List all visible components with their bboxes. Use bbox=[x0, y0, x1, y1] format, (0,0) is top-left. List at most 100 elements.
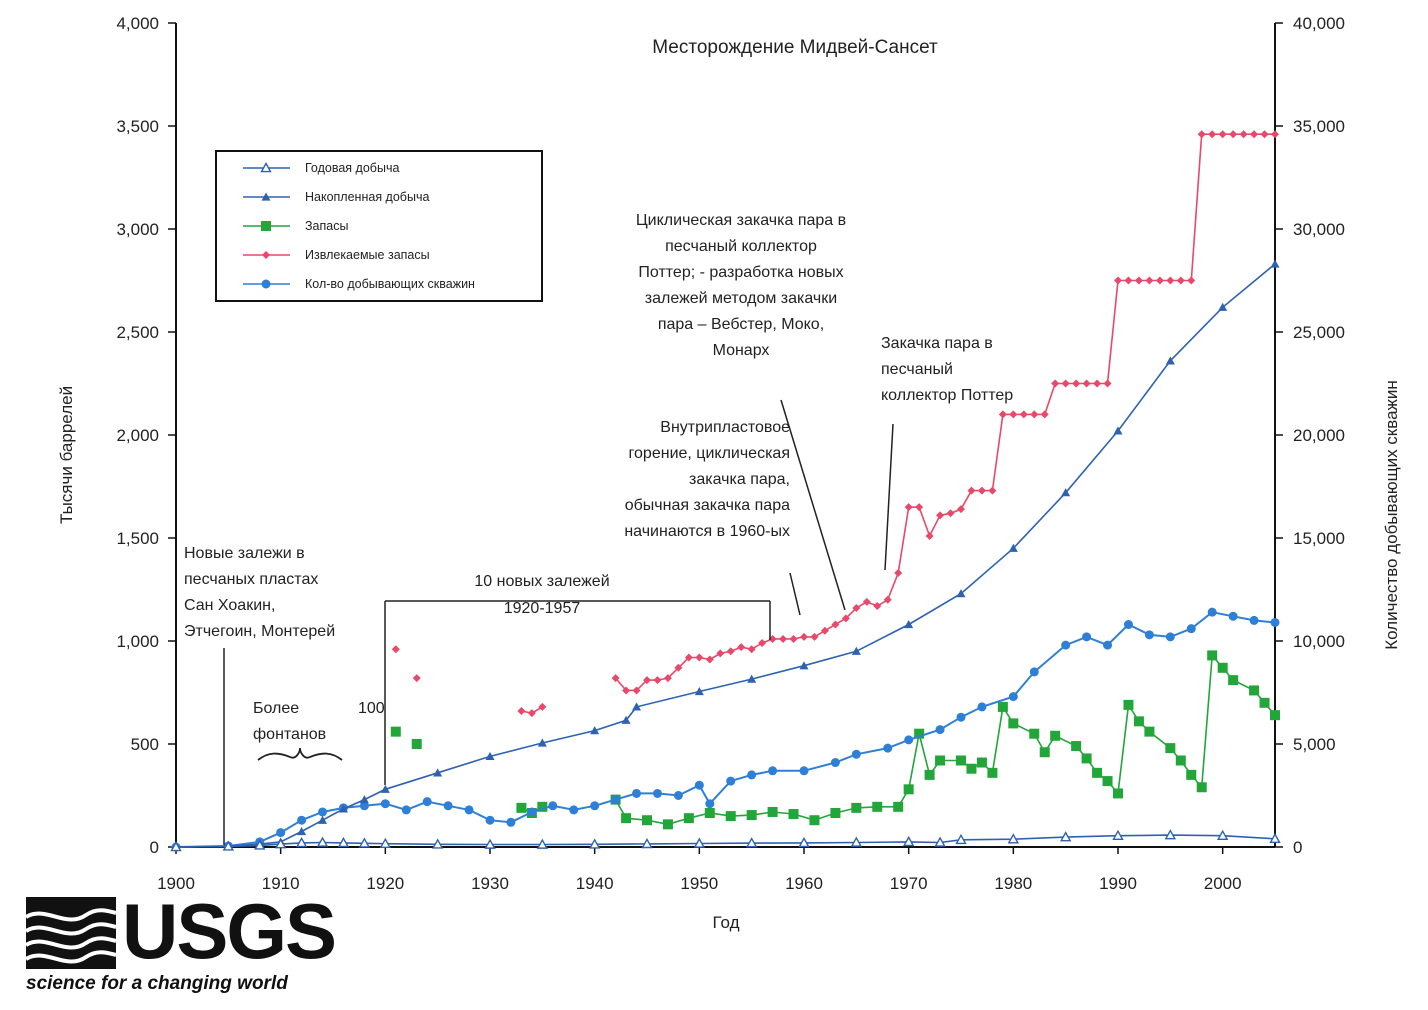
annotation-line: Внутрипластовое bbox=[660, 419, 790, 436]
data-point bbox=[464, 805, 474, 815]
data-point bbox=[1165, 356, 1175, 365]
annotation-line: закачка пара, bbox=[689, 471, 790, 488]
data-point bbox=[359, 801, 369, 811]
data-point bbox=[297, 815, 307, 825]
legend-swatch-marker bbox=[261, 192, 271, 201]
data-point bbox=[1124, 276, 1133, 285]
annotation-cyclic: Циклическая закачка пара в песчаный колле… bbox=[636, 212, 846, 359]
data-point bbox=[1249, 615, 1259, 625]
left-tick-label: 4,000 bbox=[116, 14, 159, 33]
data-point bbox=[390, 726, 401, 737]
data-point bbox=[1134, 276, 1143, 285]
left-tick-label: 2,000 bbox=[116, 426, 159, 445]
data-point bbox=[1164, 829, 1177, 840]
x-tick-label: 1900 bbox=[157, 874, 195, 893]
annotations: Новые залежи в песчаных пластах Сан Хоакин… bbox=[184, 212, 1013, 845]
annotation-new-deposits: Новые залежи в песчаных пластах Сан Хоакин… bbox=[184, 545, 335, 640]
annotation-line: песчаный bbox=[881, 361, 953, 378]
x-tick-label: 1940 bbox=[576, 874, 614, 893]
data-point bbox=[1217, 662, 1228, 673]
right-tick-label: 30,000 bbox=[1293, 220, 1345, 239]
data-point bbox=[851, 749, 861, 759]
x-tick-label: 1980 bbox=[994, 874, 1032, 893]
data-point bbox=[1145, 276, 1154, 285]
data-point bbox=[1175, 755, 1186, 766]
data-point bbox=[527, 709, 536, 718]
data-point bbox=[337, 836, 350, 848]
data-point bbox=[632, 686, 641, 695]
data-point bbox=[747, 674, 757, 683]
left-axis-title: Тысячи баррелей bbox=[57, 386, 76, 524]
data-point bbox=[358, 837, 371, 848]
cyclic-pointer bbox=[780, 399, 846, 611]
data-point bbox=[1008, 692, 1018, 702]
data-point bbox=[956, 755, 966, 766]
data-point bbox=[1007, 833, 1020, 844]
left-axis-ticks: 0 500 1,000 1,500 2,000 2,500 3,000 3,500 4,000 bbox=[116, 14, 176, 857]
data-point bbox=[1208, 130, 1217, 139]
data-point bbox=[1216, 829, 1229, 840]
data-point bbox=[862, 597, 871, 606]
annotation-hundred: 100 bbox=[358, 700, 385, 717]
left-tick-label: 2,500 bbox=[116, 323, 159, 342]
data-point bbox=[622, 686, 631, 695]
series-line bbox=[614, 133, 1275, 692]
data-point bbox=[380, 784, 390, 793]
annotation-line: обычная закачка пара bbox=[625, 497, 790, 514]
data-point bbox=[516, 802, 527, 813]
data-point bbox=[1144, 726, 1155, 737]
data-point bbox=[747, 645, 756, 654]
data-point bbox=[800, 632, 808, 641]
annotation-ten-new: 10 новых залежей 1920-1957 bbox=[474, 573, 609, 617]
data-point bbox=[1093, 379, 1102, 388]
data-point bbox=[883, 743, 893, 753]
data-point bbox=[798, 836, 810, 848]
data-point bbox=[506, 817, 516, 827]
data-point bbox=[1072, 379, 1081, 388]
data-point bbox=[431, 838, 444, 849]
in-situ-pointer-1 bbox=[789, 572, 801, 616]
data-point bbox=[746, 810, 757, 821]
data-point bbox=[1207, 607, 1217, 617]
x-tick-label: 2000 bbox=[1204, 874, 1242, 893]
data-point bbox=[632, 788, 642, 798]
data-point bbox=[725, 811, 736, 822]
legend-entry: Кол-во добывающих скважин bbox=[305, 277, 475, 291]
data-point bbox=[1187, 276, 1196, 285]
annotation-line: Новые залежи в bbox=[184, 545, 305, 562]
data-point bbox=[359, 795, 369, 804]
annotation-line: Закачка пара в bbox=[881, 335, 993, 352]
data-point bbox=[936, 511, 945, 520]
annotation-line: Этчегоин, Монтерей bbox=[184, 623, 335, 640]
data-point bbox=[254, 839, 266, 850]
data-point bbox=[988, 486, 997, 495]
data-point bbox=[1270, 617, 1280, 627]
data-point bbox=[295, 836, 308, 848]
annotation-line: песчаных пластах bbox=[184, 571, 318, 588]
data-point bbox=[1061, 640, 1071, 650]
legend: Годовая добыча Накопленная добыча Запасы Из… bbox=[215, 150, 543, 302]
data-point bbox=[976, 757, 987, 768]
right-tick-label: 15,000 bbox=[1293, 529, 1345, 548]
data-point bbox=[726, 776, 736, 786]
potter-pointer bbox=[884, 423, 894, 571]
data-point bbox=[443, 801, 453, 811]
data-point bbox=[967, 486, 976, 495]
right-tick-label: 20,000 bbox=[1293, 426, 1345, 445]
left-tick-label: 500 bbox=[131, 735, 159, 754]
data-point bbox=[705, 655, 714, 664]
data-point bbox=[641, 837, 653, 849]
data-point bbox=[537, 801, 548, 812]
data-point bbox=[997, 701, 1008, 712]
right-axis-title: Количество добывающих скважин bbox=[1382, 380, 1401, 650]
chart-title: Месторождение Мидвей-Сансет bbox=[652, 37, 938, 58]
series-0 bbox=[170, 829, 1281, 852]
data-point bbox=[1082, 379, 1091, 388]
annotation-gushers: Более фонтанов bbox=[253, 700, 326, 743]
legend-entry: Накопленная добыча bbox=[305, 190, 429, 204]
data-point bbox=[1112, 829, 1124, 840]
usgs-logo: USGS science for a changing world bbox=[26, 891, 337, 1000]
data-point bbox=[1144, 630, 1154, 640]
right-tick-label: 25,000 bbox=[1293, 323, 1345, 342]
data-point bbox=[1008, 543, 1018, 552]
